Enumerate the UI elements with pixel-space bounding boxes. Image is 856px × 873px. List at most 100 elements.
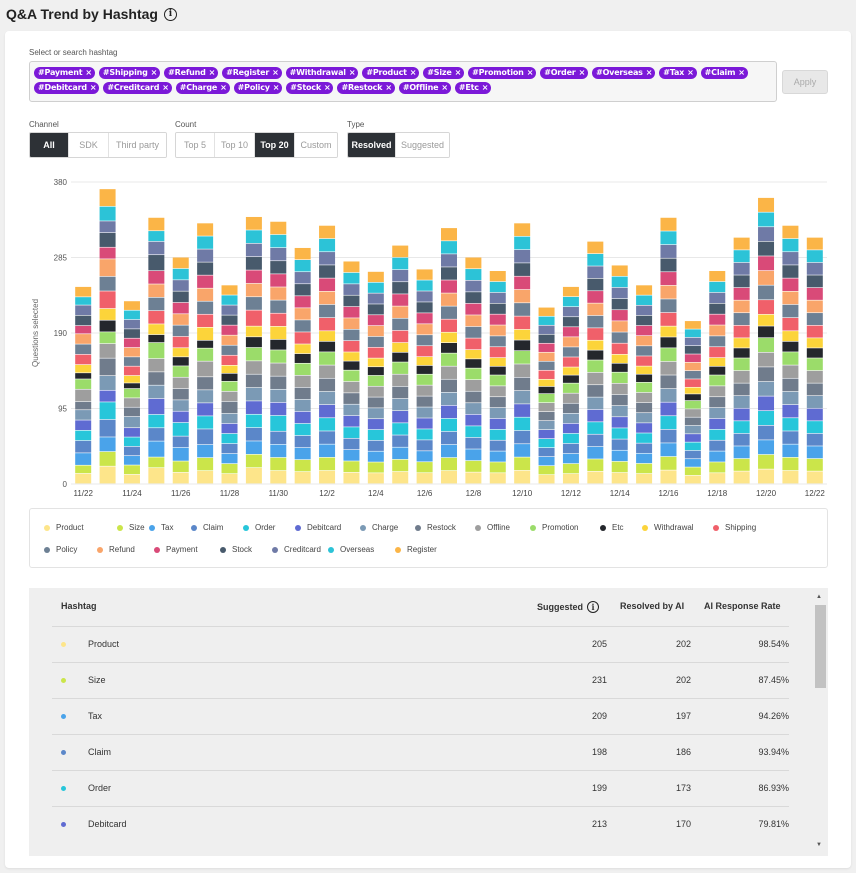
remove-tag-icon[interactable]: ×	[385, 83, 392, 92]
hashtag-chip[interactable]: #Payment ×	[34, 67, 95, 79]
legend-label: Restock	[427, 523, 456, 532]
remove-tag-icon[interactable]: ×	[220, 83, 227, 92]
bar-segment	[392, 374, 409, 387]
remove-tag-icon[interactable]: ×	[272, 68, 279, 77]
bar-segment	[709, 336, 726, 347]
hashtag-chip[interactable]: #Overseas ×	[592, 67, 656, 79]
hashtag-chip[interactable]: #Claim ×	[700, 67, 748, 79]
type-option-resolved[interactable]: Resolved	[348, 133, 396, 157]
remove-tag-icon[interactable]: ×	[85, 68, 92, 77]
legend-item[interactable]: Register	[395, 545, 437, 554]
remove-tag-icon[interactable]: ×	[272, 83, 280, 92]
legend-item[interactable]: Size	[117, 523, 145, 532]
remove-tag-icon[interactable]: ×	[738, 68, 745, 77]
count-option-top-10[interactable]: Top 10	[215, 133, 255, 157]
hashtag-chip[interactable]: #Size ×	[423, 67, 465, 79]
legend-item[interactable]: Order	[243, 523, 275, 532]
hashtag-chip[interactable]: #Policy ×	[233, 82, 283, 94]
remove-tag-icon[interactable]: ×	[409, 68, 417, 77]
remove-tag-icon[interactable]: ×	[348, 68, 356, 77]
remove-tag-icon[interactable]: ×	[89, 83, 97, 92]
hashtag-chip[interactable]: #Debitcard ×	[34, 82, 100, 94]
hashtag-chip[interactable]: #Creditcard ×	[103, 82, 172, 94]
remove-tag-icon[interactable]: ×	[162, 83, 169, 92]
remove-tag-icon[interactable]: ×	[687, 68, 694, 77]
table-row[interactable]: Tax 209 197 94.26%	[52, 698, 789, 734]
header-suggested[interactable]: Suggested i	[537, 601, 600, 613]
legend-item[interactable]: Shipping	[713, 523, 756, 532]
channel-option-third-party[interactable]: Third party	[109, 133, 166, 157]
hashtag-chip[interactable]: #Tax ×	[659, 67, 697, 79]
hashtag-chip[interactable]: #Etc ×	[454, 82, 492, 94]
table-row[interactable]: Order 199 173 86.93%	[52, 770, 789, 806]
info-icon[interactable]: i	[163, 7, 177, 21]
remove-tag-icon[interactable]: ×	[454, 68, 462, 77]
channel-option-all[interactable]: All	[30, 133, 69, 157]
legend-item[interactable]: Etc	[600, 523, 624, 532]
count-option-top-5[interactable]: Top 5	[176, 133, 215, 157]
remove-tag-icon[interactable]: ×	[645, 68, 653, 77]
bar-segment	[489, 303, 506, 314]
hashtag-select-input[interactable]: #Payment × #Shipping × #Refund × #Register × #Wi…	[29, 61, 777, 102]
bar-segment	[758, 300, 775, 315]
remove-tag-icon[interactable]: ×	[578, 68, 586, 77]
remove-tag-icon[interactable]: ×	[208, 68, 216, 77]
channel-option-sdk[interactable]: SDK	[69, 133, 109, 157]
hashtag-chip[interactable]: #Offline ×	[398, 82, 451, 94]
hashtag-chip[interactable]: #Shipping ×	[98, 67, 161, 79]
remove-tag-icon[interactable]: ×	[441, 83, 448, 92]
legend-item[interactable]: Payment	[154, 545, 198, 554]
legend-item[interactable]: Promotion	[530, 523, 578, 532]
header-resolved[interactable]: Resolved by AI	[620, 601, 685, 611]
info-icon[interactable]: i	[587, 601, 600, 613]
legend-item[interactable]: Overseas	[328, 545, 374, 554]
hashtag-chip[interactable]: #Promotion ×	[468, 67, 537, 79]
scroll-down-icon[interactable]: ▼	[816, 842, 822, 848]
bar-segment	[294, 284, 311, 296]
legend-item[interactable]: Product	[44, 523, 84, 532]
bar-segment	[441, 280, 457, 293]
remove-tag-icon[interactable]: ×	[150, 68, 158, 77]
legend-item[interactable]: Policy	[44, 545, 77, 554]
legend-item[interactable]: Stock	[220, 545, 252, 554]
remove-tag-icon[interactable]: ×	[526, 68, 534, 77]
hashtag-chip[interactable]: #Register ×	[222, 67, 282, 79]
type-option-suggested[interactable]: Suggested	[396, 133, 449, 157]
bar-segment	[75, 297, 92, 305]
bar-segment	[392, 362, 409, 374]
table-row[interactable]: Debitcard 213 170 79.81%	[52, 806, 789, 842]
bar-segment	[75, 420, 92, 431]
hashtag-chip[interactable]: #Withdrawal ×	[285, 67, 359, 79]
legend-item[interactable]: Restock	[415, 523, 456, 532]
hashtag-chip[interactable]: #Stock ×	[286, 82, 334, 94]
legend-item[interactable]: Claim	[191, 523, 223, 532]
header-rate[interactable]: AI Response Rate	[704, 601, 781, 611]
legend-item[interactable]: Withdrawal	[642, 523, 694, 532]
scroll-up-icon[interactable]: ▲	[816, 594, 822, 600]
bar-segment	[733, 370, 750, 383]
count-option-custom[interactable]: Custom	[295, 133, 337, 157]
remove-tag-icon[interactable]: ×	[481, 83, 489, 92]
legend-item[interactable]: Refund	[97, 545, 135, 554]
table-row[interactable]: Claim 198 186 93.94%	[52, 734, 789, 770]
legend-item[interactable]: Debitcard	[295, 523, 341, 532]
legend-item[interactable]: Offline	[475, 523, 510, 532]
bar-segment	[319, 418, 336, 431]
legend-item[interactable]: Charge	[360, 523, 398, 532]
table-row[interactable]: Product 205 202 98.54%	[52, 626, 789, 662]
hashtag-select-label: Select or search hashtag	[29, 48, 118, 57]
header-hashtag[interactable]: Hashtag	[61, 601, 97, 611]
bar-segment	[514, 390, 531, 404]
table-scrollbar-thumb[interactable]	[815, 605, 826, 688]
legend-item[interactable]: Tax	[149, 523, 173, 532]
hashtag-chip[interactable]: #Product ×	[362, 67, 420, 79]
table-row[interactable]: Size 231 202 87.45%	[52, 662, 789, 698]
hashtag-chip[interactable]: #Refund ×	[164, 67, 219, 79]
hashtag-chip[interactable]: #Restock ×	[337, 82, 395, 94]
hashtag-chip[interactable]: #Charge ×	[175, 82, 230, 94]
count-option-top-20[interactable]: Top 20	[255, 133, 295, 157]
remove-tag-icon[interactable]: ×	[323, 83, 331, 92]
apply-button[interactable]: Apply	[782, 70, 828, 94]
legend-item[interactable]: Creditcard	[272, 545, 321, 554]
hashtag-chip[interactable]: #Order ×	[540, 67, 589, 79]
